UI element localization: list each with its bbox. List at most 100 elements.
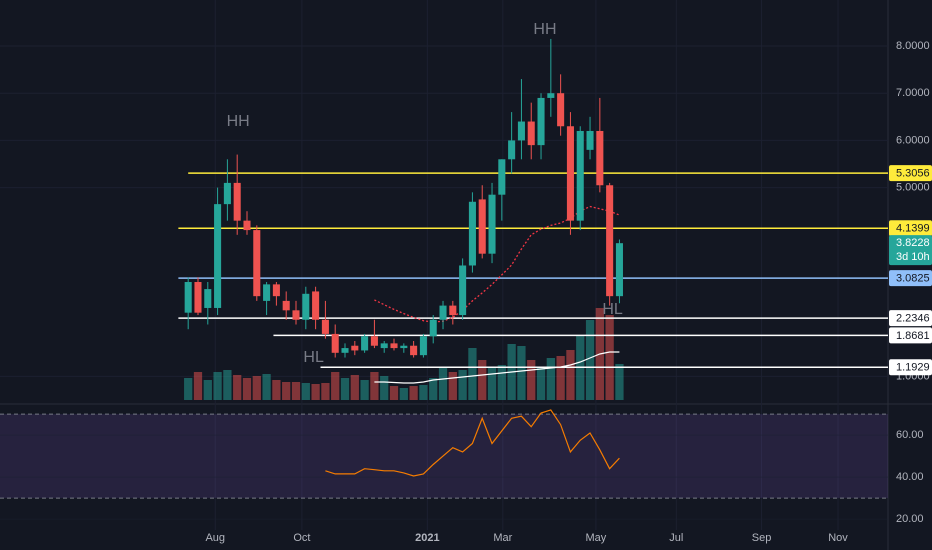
level-label-box xyxy=(889,310,932,327)
volume-bar xyxy=(262,374,271,400)
volume-bar xyxy=(223,370,232,400)
volume-bar xyxy=(340,378,350,400)
level-label: 1.8681 xyxy=(896,330,930,342)
volume-bar xyxy=(527,360,536,400)
volume-bar xyxy=(438,368,448,400)
level-label: 3.0825 xyxy=(896,273,930,285)
volume-bar xyxy=(429,378,438,400)
level-label-box xyxy=(889,165,932,182)
level-label-box xyxy=(889,359,932,376)
volume-bar xyxy=(331,372,340,400)
annotation: HH xyxy=(227,113,250,130)
last-price-box xyxy=(889,235,932,266)
volume-bar xyxy=(546,358,555,400)
candle-body xyxy=(223,182,231,205)
volume-bar xyxy=(282,382,291,400)
candle-body xyxy=(508,140,516,160)
volume-bar xyxy=(213,372,222,400)
y-tick-label: 6.0000 xyxy=(896,134,930,146)
level-label: 1.1929 xyxy=(896,362,930,374)
candle-body xyxy=(390,343,398,349)
volume-bar xyxy=(184,378,193,400)
annotation: HL xyxy=(303,349,324,366)
candle-body xyxy=(214,204,222,308)
countdown-label: 3d 10h xyxy=(896,251,930,263)
candle-body xyxy=(429,319,437,337)
candle-body xyxy=(351,345,359,351)
volume-bar xyxy=(468,348,477,400)
candle-body xyxy=(243,220,251,231)
x-tick-label: Aug xyxy=(205,532,225,544)
candle-body xyxy=(321,319,329,334)
candle-body xyxy=(547,93,555,98)
candle-body xyxy=(459,265,467,316)
candle-body xyxy=(253,230,261,297)
level-label-box xyxy=(889,220,932,237)
candle-body xyxy=(312,291,320,320)
candle-body xyxy=(292,310,300,320)
candle-body xyxy=(204,289,212,308)
candle-body xyxy=(282,300,290,311)
volume-bar xyxy=(536,368,546,400)
y-tick-label: 5.0000 xyxy=(896,182,930,194)
rsi-band xyxy=(0,414,888,499)
candle-body xyxy=(370,336,378,346)
volume-bar xyxy=(585,320,595,400)
candle-body xyxy=(537,97,545,146)
candle-body xyxy=(596,130,604,186)
volume-bar xyxy=(203,380,212,400)
rsi-tick-label: 60.00 xyxy=(896,429,924,441)
y-tick-label: 8.0000 xyxy=(896,40,930,52)
candle-body xyxy=(184,282,192,313)
annotation: HH xyxy=(533,21,556,38)
candle-body xyxy=(272,284,280,297)
level-label: 4.1399 xyxy=(896,223,930,235)
volume-bar xyxy=(311,384,320,400)
volume-bar xyxy=(399,388,408,400)
volume-bar xyxy=(252,376,261,400)
candle-body xyxy=(566,126,574,221)
candle-body xyxy=(606,185,614,297)
volume-bar xyxy=(193,372,203,400)
candle-body xyxy=(498,159,506,195)
volume-bar xyxy=(272,380,281,400)
candle-body xyxy=(233,182,241,221)
volume-bar xyxy=(409,386,418,400)
candle-body xyxy=(576,130,584,221)
x-tick-label: Mar xyxy=(493,532,512,544)
candle-body xyxy=(527,121,535,146)
rsi-tick-label: 20.00 xyxy=(896,513,924,525)
candle-body xyxy=(419,336,427,356)
volume-bar xyxy=(291,382,301,400)
level-label-box xyxy=(889,270,932,287)
rsi-line xyxy=(325,409,620,477)
volume-bar xyxy=(478,360,487,400)
candle-body xyxy=(302,293,310,320)
candle-body xyxy=(615,243,623,297)
volume-bar xyxy=(233,375,242,400)
x-tick-label: 2021 xyxy=(415,532,439,544)
volume-bar xyxy=(615,364,624,400)
candle-body xyxy=(410,345,418,356)
volume-bar xyxy=(556,356,565,400)
volume-bar xyxy=(497,365,506,400)
volume-bar xyxy=(517,346,526,400)
volume-bar xyxy=(389,386,399,400)
candle-body xyxy=(468,201,476,266)
x-tick-label: Sep xyxy=(752,532,772,544)
annotation: HL xyxy=(602,301,623,318)
candle-body xyxy=(380,343,388,349)
volume-bar xyxy=(448,372,457,400)
volume-bar xyxy=(321,383,330,400)
rsi-tick-label: 40.00 xyxy=(896,471,924,483)
x-tick-label: Nov xyxy=(828,532,848,544)
candle-body xyxy=(478,199,486,254)
candle-body xyxy=(400,345,408,349)
volume-bar xyxy=(566,350,575,400)
y-tick-label: 7.0000 xyxy=(896,87,930,99)
volume-bar xyxy=(605,315,614,400)
candle-body xyxy=(488,194,496,254)
last-price-label: 3.8228 xyxy=(896,237,930,249)
